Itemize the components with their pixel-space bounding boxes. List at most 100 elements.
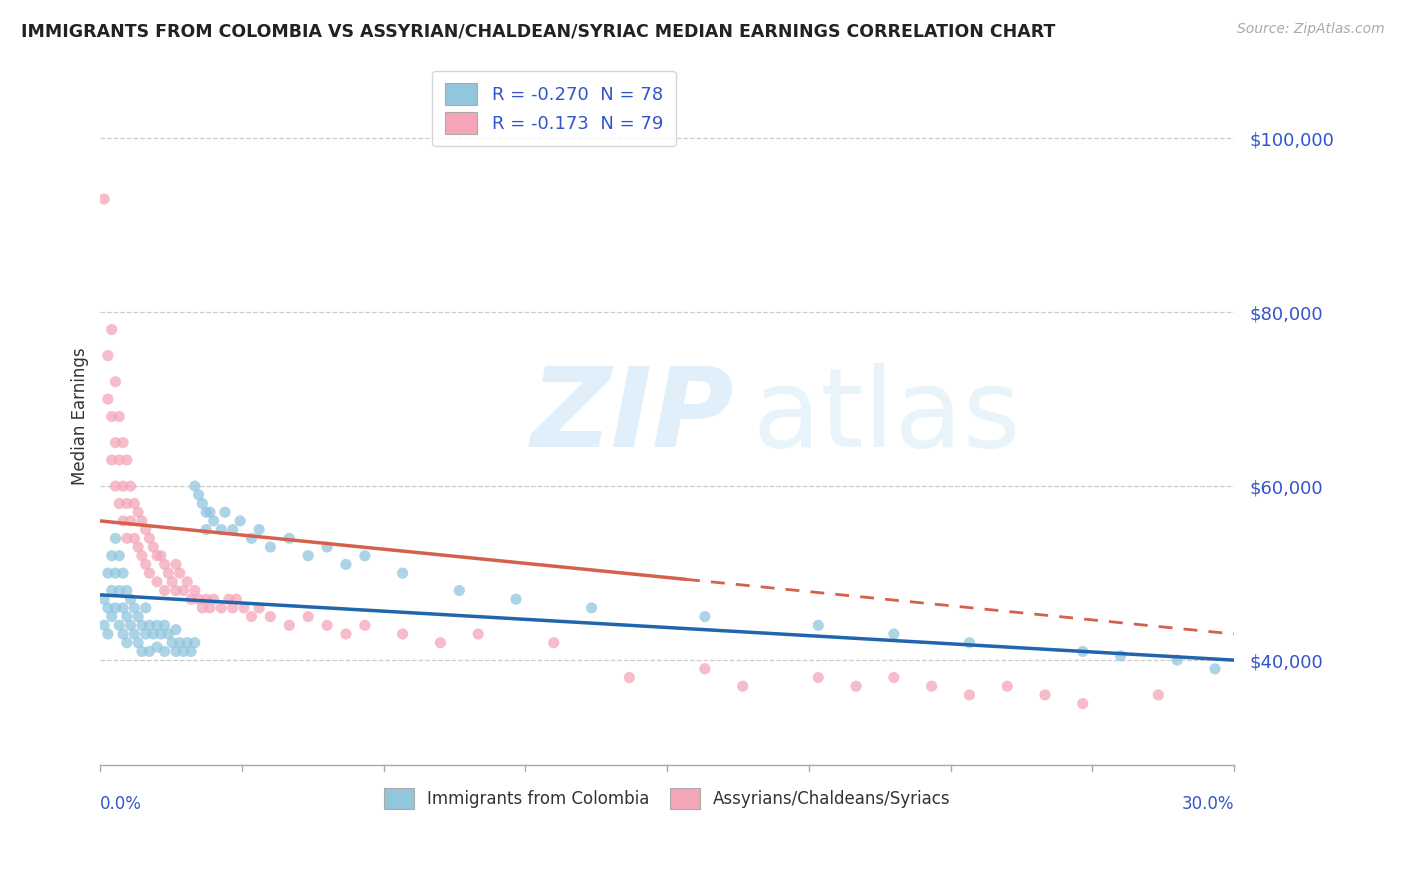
Point [100, 549, 122, 563]
Point [100, 583, 122, 598]
Point [111, 514, 134, 528]
Point [131, 514, 153, 528]
Point [131, 549, 153, 563]
Point [198, 601, 221, 615]
Point [115, 609, 138, 624]
Point [195, 505, 218, 519]
Point [104, 435, 127, 450]
Point [115, 453, 138, 467]
Point [214, 505, 236, 519]
Point [124, 531, 146, 545]
Point [104, 531, 127, 545]
Point [247, 601, 270, 615]
Point [104, 601, 127, 615]
Point [138, 531, 160, 545]
Point [184, 479, 207, 493]
Point [111, 479, 134, 493]
Point [120, 618, 142, 632]
Point [153, 644, 176, 658]
Point [131, 618, 153, 632]
Point [127, 609, 149, 624]
Point [172, 644, 194, 658]
Point [135, 627, 157, 641]
Point [845, 679, 868, 693]
Point [127, 540, 149, 554]
Text: ZIP: ZIP [531, 363, 734, 470]
Point [1166, 653, 1188, 667]
Point [146, 640, 169, 654]
Point [135, 523, 157, 537]
Point [467, 627, 489, 641]
Point [124, 601, 146, 615]
Point [1071, 644, 1094, 658]
Y-axis label: Median Earnings: Median Earnings [72, 348, 89, 485]
Point [172, 583, 194, 598]
Point [165, 558, 187, 572]
Point [184, 636, 207, 650]
Point [100, 409, 122, 424]
Point [104, 375, 127, 389]
Point [120, 592, 142, 607]
Point [693, 609, 716, 624]
Point [108, 549, 131, 563]
Point [335, 558, 357, 572]
Point [157, 566, 180, 581]
Point [160, 636, 183, 650]
Point [111, 601, 134, 615]
Text: 0.0%: 0.0% [100, 795, 142, 813]
Point [1109, 648, 1132, 663]
Point [807, 618, 830, 632]
Point [165, 644, 187, 658]
Point [957, 688, 980, 702]
Point [883, 671, 905, 685]
Point [316, 618, 339, 632]
Point [921, 679, 943, 693]
Point [180, 592, 202, 607]
Point [883, 627, 905, 641]
Point [97, 392, 120, 406]
Point [209, 601, 232, 615]
Point [449, 583, 471, 598]
Point [218, 592, 240, 607]
Point [543, 636, 565, 650]
Point [693, 662, 716, 676]
Point [165, 623, 187, 637]
Point [232, 601, 254, 615]
Point [131, 644, 153, 658]
Point [111, 435, 134, 450]
Point [157, 627, 180, 641]
Point [391, 566, 413, 581]
Point [108, 409, 131, 424]
Point [160, 574, 183, 589]
Point [153, 618, 176, 632]
Point [202, 592, 225, 607]
Point [124, 496, 146, 510]
Point [176, 574, 198, 589]
Point [202, 514, 225, 528]
Point [221, 523, 243, 537]
Point [153, 558, 176, 572]
Point [195, 592, 218, 607]
Point [807, 671, 830, 685]
Point [108, 496, 131, 510]
Point [297, 609, 319, 624]
Point [142, 627, 165, 641]
Legend: Immigrants from Colombia, Assyrians/Chaldeans/Syriacs: Immigrants from Colombia, Assyrians/Chal… [377, 781, 957, 815]
Point [191, 601, 214, 615]
Point [391, 627, 413, 641]
Point [731, 679, 754, 693]
Point [221, 601, 243, 615]
Point [259, 609, 281, 624]
Point [115, 496, 138, 510]
Point [1204, 662, 1226, 676]
Text: 30.0%: 30.0% [1181, 795, 1234, 813]
Point [135, 601, 157, 615]
Point [259, 540, 281, 554]
Point [146, 574, 169, 589]
Point [97, 627, 120, 641]
Text: Source: ZipAtlas.com: Source: ZipAtlas.com [1237, 22, 1385, 37]
Point [247, 523, 270, 537]
Point [142, 540, 165, 554]
Point [184, 583, 207, 598]
Point [187, 488, 209, 502]
